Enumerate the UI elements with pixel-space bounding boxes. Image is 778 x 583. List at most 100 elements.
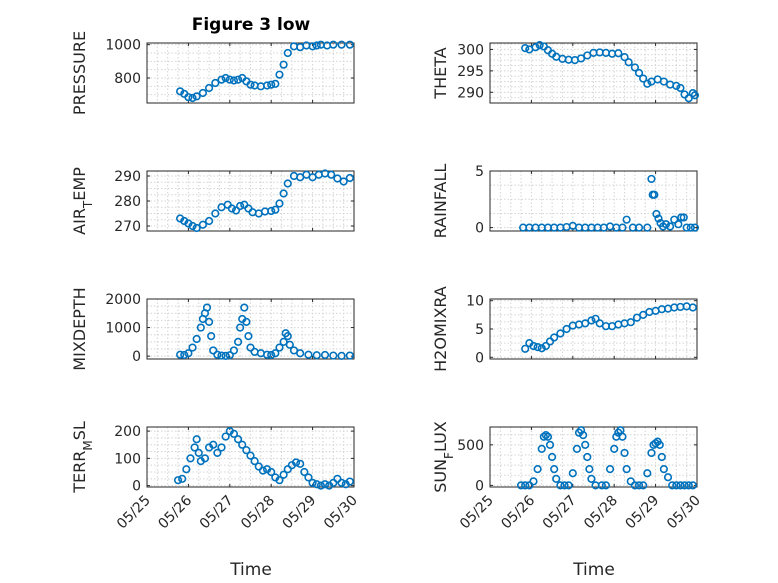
data-point: [339, 177, 348, 186]
data-point: [688, 481, 697, 490]
data-point: [176, 350, 185, 359]
data-point: [275, 343, 284, 352]
data-point: [537, 344, 546, 353]
data-point: [236, 201, 245, 211]
data-point: [655, 440, 664, 449]
data-point: [267, 80, 276, 89]
data-point: [620, 53, 629, 62]
y-tick-label: 280: [114, 194, 141, 210]
data-point: [333, 474, 342, 483]
y-tick-label: 10: [466, 294, 484, 310]
y-tick-label: 5: [475, 322, 484, 338]
data-point: [225, 351, 234, 360]
data-point: [320, 350, 330, 360]
data-point: [207, 332, 216, 341]
data-point: [531, 43, 540, 52]
data-point: [634, 223, 644, 232]
data-point: [622, 215, 631, 224]
data-point: [663, 473, 673, 482]
data-point: [521, 344, 530, 353]
data-point: [622, 465, 631, 474]
data-point: [552, 474, 561, 483]
y-axis-label: TERRMSL: [70, 421, 95, 494]
data-point: [688, 89, 697, 98]
subplot-1: 800 1000 PRESSURE: [70, 31, 355, 115]
data-point: [227, 204, 236, 213]
y-axis-label: AIRTEMP: [70, 167, 95, 235]
x-tick-label: 05/26: [155, 492, 195, 532]
data-point: [587, 316, 596, 325]
data-point: [647, 448, 656, 458]
data-point: [242, 317, 251, 326]
y-tick-label: 295: [457, 64, 484, 80]
data-point: [244, 332, 253, 341]
data-point: [233, 75, 243, 84]
data-point: [345, 173, 354, 183]
data-point: [682, 223, 691, 232]
data-point: [521, 481, 530, 490]
data-point: [246, 343, 255, 352]
x-tick-label: 05/28: [581, 493, 621, 533]
data-point: [229, 429, 239, 438]
data-point: [202, 303, 212, 312]
data-point: [200, 454, 210, 463]
data-point: [188, 343, 197, 352]
data-point: [283, 179, 292, 188]
data-point: [672, 81, 681, 90]
data-point: [529, 477, 538, 486]
data-point: [545, 440, 555, 449]
axes-box: [146, 426, 355, 488]
data-point: [209, 346, 218, 355]
x-tick-label: 05/25: [114, 493, 154, 533]
data-point: [196, 323, 205, 332]
data-point: [556, 481, 565, 490]
data-point: [337, 351, 346, 360]
data-point: [211, 209, 220, 218]
data-point: [188, 221, 197, 231]
data-point: [591, 314, 600, 323]
y-tick-label: 5: [475, 164, 484, 180]
plot-area: [490, 43, 697, 103]
data-point: [652, 209, 661, 219]
y-tick-label: 300: [457, 42, 484, 58]
x-tick-label: 05/26: [498, 492, 538, 532]
data-point: [521, 44, 530, 53]
y-axis-label: THETA: [431, 47, 450, 99]
data-point: [291, 458, 301, 467]
data-point: [192, 435, 201, 444]
data-point: [178, 474, 187, 483]
data-point: [320, 480, 330, 489]
data-point: [267, 350, 276, 360]
data-point: [296, 459, 305, 468]
y-tick-label: 0: [475, 221, 484, 237]
data-point: [547, 452, 557, 462]
data-point: [271, 205, 280, 214]
data-point: [620, 448, 629, 458]
data-point: [614, 49, 623, 58]
subplot-5: 0 1000 2000 MIXDEPTH: [70, 287, 355, 371]
data-point: [579, 431, 588, 440]
data-point: [618, 223, 627, 232]
data-point: [576, 426, 586, 435]
data-point: [643, 223, 652, 232]
data-point: [304, 350, 313, 359]
data-point: [250, 456, 259, 466]
data-point: [550, 465, 559, 474]
plot-area: [147, 427, 354, 487]
subplot-3: 270 280 290 AIRTEMP: [70, 167, 355, 235]
data-point: [279, 189, 288, 198]
data-point: [564, 481, 573, 490]
data-point: [198, 88, 207, 98]
data-point: [221, 351, 230, 360]
x-tick-label: 05/28: [238, 493, 278, 533]
data-point: [296, 349, 305, 358]
data-point: [211, 78, 220, 88]
data-point: [677, 213, 686, 222]
data-point: [233, 337, 243, 346]
data-point: [316, 481, 325, 490]
data-point: [312, 351, 321, 360]
y-axis-label: PRESSURE: [70, 31, 89, 115]
data-point: [182, 465, 191, 474]
y-tick-label: 0: [475, 478, 484, 494]
